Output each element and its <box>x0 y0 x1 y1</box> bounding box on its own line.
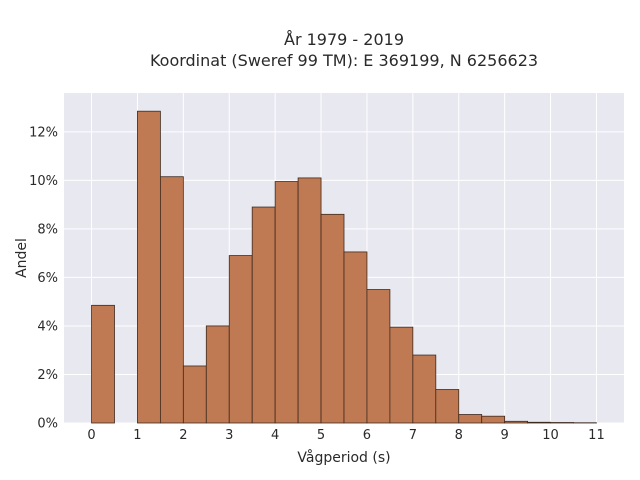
y-tick-label: 10% <box>29 174 58 189</box>
x-tick-label: 10 <box>542 428 559 443</box>
x-tick-label: 9 <box>501 428 509 443</box>
chart-title-line-2: Koordinat (Sweref 99 TM): E 369199, N 62… <box>150 51 538 70</box>
x-tick-label: 1 <box>133 428 141 443</box>
x-tick-label: 6 <box>363 428 371 443</box>
x-tick-label: 4 <box>271 428 279 443</box>
histogram-bar <box>137 110 161 424</box>
x-tick-label: 2 <box>179 428 187 443</box>
x-tick-label: 11 <box>588 428 605 443</box>
histogram-bar <box>320 213 345 424</box>
histogram-bar <box>159 176 184 424</box>
histogram-bars <box>91 110 597 424</box>
histogram-bar <box>297 177 322 424</box>
histogram-bar <box>458 414 483 424</box>
histogram-bar <box>504 420 529 424</box>
y-tick-label: 6% <box>37 271 58 286</box>
y-axis-label: Andel <box>14 238 30 278</box>
x-tick-label: 0 <box>87 428 95 443</box>
histogram-bar <box>389 326 414 424</box>
x-axis-ticks: 0 1 2 3 4 5 6 7 8 9 10 11 <box>87 428 604 443</box>
x-tick-label: 5 <box>317 428 325 443</box>
x-tick-label: 3 <box>225 428 233 443</box>
histogram-bar <box>91 304 115 424</box>
histogram-bar <box>366 289 391 424</box>
x-axis-label: Vågperiod (s) <box>297 449 390 466</box>
histogram-bar <box>205 325 230 424</box>
x-tick-label: 7 <box>409 428 417 443</box>
histogram-bar <box>182 365 207 424</box>
histogram-bar <box>412 354 437 424</box>
chart-title-line-1: År 1979 - 2019 <box>284 30 404 49</box>
histogram-bar <box>228 255 253 424</box>
y-axis-ticks: 0% 2% 4% 6% 8% 10% 12% <box>29 125 58 431</box>
y-tick-label: 4% <box>37 319 58 334</box>
y-tick-label: 0% <box>37 417 58 432</box>
histogram-bar <box>274 181 299 424</box>
histogram-bar <box>481 415 506 424</box>
y-tick-label: 8% <box>37 222 58 237</box>
y-tick-label: 12% <box>29 125 58 140</box>
x-tick-label: 8 <box>455 428 463 443</box>
histogram-bar <box>343 251 368 424</box>
histogram-bar <box>251 206 276 424</box>
histogram-bar <box>435 389 460 424</box>
y-tick-label: 2% <box>37 368 58 383</box>
histogram-bar <box>527 421 551 424</box>
